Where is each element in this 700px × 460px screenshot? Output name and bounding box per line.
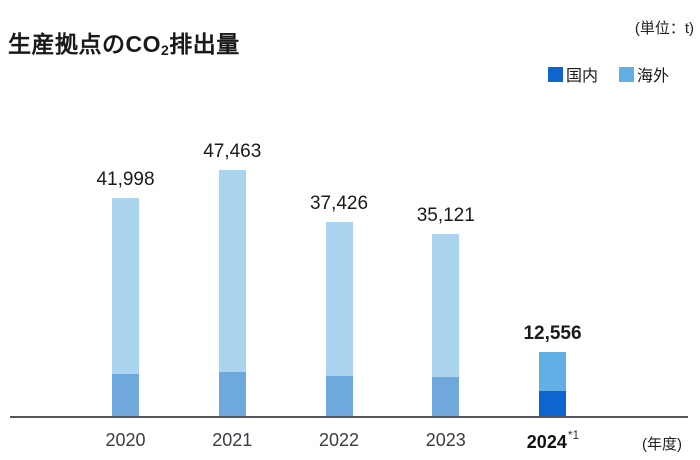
domestic-swatch-icon [547, 66, 563, 82]
unit-label: (単位：t) [634, 20, 694, 37]
bar-value-label-2022: 37,426 [309, 193, 369, 214]
stacked-bar-2023 [432, 234, 460, 417]
x-tick-2020: 2020 [66, 430, 186, 451]
domestic-segment [325, 376, 353, 417]
title-prefix: 生産拠点のCO [8, 31, 161, 58]
stacked-bar-2021 [218, 170, 246, 417]
page-title: 生産拠点のCO2排出量 [8, 25, 240, 59]
overseas-segment [325, 222, 353, 376]
overseas-segment [218, 170, 246, 372]
bar-value-label-2023: 35,121 [416, 205, 475, 226]
domestic-segment [432, 377, 460, 417]
legend-label-domestic: 国内 [565, 68, 598, 85]
legend-label-overseas: 海外 [636, 68, 669, 85]
legend-item-domestic: 国内 [547, 62, 598, 86]
x-axis-line [10, 416, 688, 418]
x-tick-2023: 2023 [386, 430, 506, 451]
bar-value-label-2024: 12,556 [523, 323, 582, 344]
x-tick-year-text: 2023 [425, 430, 466, 450]
chart-legend: 国内 海外 [547, 62, 669, 86]
stacked-bar-2022 [325, 222, 353, 417]
overseas-segment [112, 198, 139, 374]
overseas-swatch-icon [618, 66, 634, 82]
title-suffix: 排出量 [169, 31, 240, 58]
x-tick-year-text: 2020 [105, 430, 146, 450]
stacked-bar-2020 [112, 198, 139, 417]
bar-value-label-2020: 41,998 [96, 169, 155, 190]
x-tick-2021: 2021 [172, 430, 292, 451]
title-co2-subscript: 2 [161, 42, 170, 59]
overseas-segment [539, 352, 566, 391]
x-tick-2024: 2024*1 [493, 428, 613, 453]
domestic-segment [112, 374, 139, 417]
domestic-segment [218, 372, 246, 417]
bar-value-label-2021: 47,463 [203, 141, 262, 162]
x-tick-year-text: 2024 [526, 432, 567, 452]
x-tick-year-text: 2021 [212, 430, 253, 450]
overseas-segment [432, 234, 460, 377]
x-axis-unit-label: (年度) [642, 436, 682, 453]
stacked-bar-2024 [539, 352, 566, 417]
x-tick-year-text: 2022 [318, 430, 360, 450]
domestic-segment [539, 391, 566, 417]
legend-item-overseas: 海外 [618, 62, 669, 86]
x-tick-2022: 2022 [279, 430, 399, 451]
footnote-marker: *1 [567, 428, 580, 442]
